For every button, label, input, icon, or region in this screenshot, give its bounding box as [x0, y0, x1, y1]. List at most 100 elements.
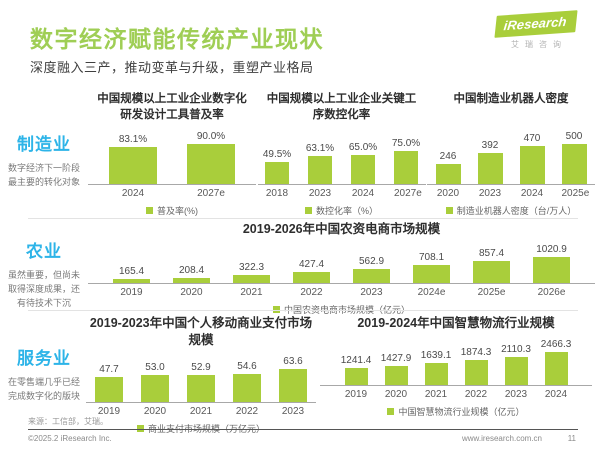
bar-value-label: 63.6 — [283, 355, 303, 367]
bar-value-label: 708.1 — [418, 251, 445, 263]
x-axis-line — [88, 282, 595, 284]
sidebar-section-manufacturing: 制造业 数字经济下一阶段最主要的转化对象 — [4, 130, 84, 190]
bar-column: 63.6 — [279, 356, 307, 402]
bar-column: 49.5% — [263, 149, 291, 184]
chart-title: 2019-2024年中国智慧物流行业规模 — [357, 316, 555, 330]
bar-column: 500 — [561, 131, 587, 184]
bar-columns: 246 392 470 500 — [427, 126, 595, 184]
x-axis-label: 2018 — [265, 188, 289, 199]
bar-column: 65.0% — [349, 142, 377, 184]
bar-value-label: 2466.3 — [540, 338, 572, 350]
x-axis-label: 2025e — [561, 188, 590, 199]
bar — [308, 156, 332, 184]
x-axis-labels: 2019 2020 2021 2022 2023 2024 — [320, 386, 592, 400]
bar-value-label: 392 — [481, 140, 499, 151]
logo-chinese-name: 艾瑞咨询 — [511, 40, 567, 49]
x-axis-line — [257, 184, 426, 185]
bar-columns: 83.1% 90.0% — [88, 126, 256, 184]
bar-column: 322.3 — [233, 262, 270, 283]
chart-agri-ecommerce-market: 2019-2026年中国农资电商市场规模 165.4 208.4 322.3 427.4… — [88, 221, 595, 316]
bar-column: 83.1% — [109, 134, 157, 184]
page-subtitle: 深度融入三产，推动变革与升级，重塑产业格局 — [30, 60, 314, 75]
chart-plot-area: 83.1% 90.0% 2024 2027e — [88, 126, 256, 199]
chart-title: 2019-2023年中国个人移动商业支付市场规模 — [89, 316, 313, 347]
bar-value-label: 500 — [565, 131, 583, 142]
chart-plot-area: 246 392 470 500 2020 2023 2024 2025e — [427, 126, 595, 199]
x-axis-line — [320, 384, 592, 386]
x-axis-label: 2019 — [120, 286, 143, 298]
chart-plot-area: 1241.4 1427.9 1639.1 1874.3 2110.3 2466.3 2019… — [320, 335, 592, 400]
copyright-text: ©2025.2 iResearch Inc. — [28, 434, 112, 443]
chart-plot-area: 49.5% 63.1% 65.0% 75.0% 2018 2023 2024 2027e — [257, 126, 426, 199]
bar-column: 53.0 — [141, 362, 169, 402]
bar — [351, 155, 375, 184]
bar — [95, 376, 123, 402]
bar — [113, 278, 150, 283]
x-axis-label: 2019 — [344, 388, 368, 400]
bar-column: 1241.4 — [341, 355, 371, 385]
bar-column: 1020.9 — [533, 244, 570, 283]
page-title: 数字经济赋能传统产业现状 — [30, 26, 324, 52]
bar — [265, 162, 289, 184]
bar — [384, 365, 408, 385]
bar-column: 427.4 — [293, 259, 330, 283]
row-divider-1 — [28, 218, 578, 219]
legend-swatch-icon — [304, 207, 312, 214]
bar-column: 1874.3 — [461, 347, 491, 385]
legend: 商业支付市场规模（万亿元） — [136, 422, 265, 435]
bar-column: 54.6 — [233, 361, 261, 402]
bar-columns: 49.5% 63.1% 65.0% 75.0% — [258, 126, 426, 184]
x-axis-label: 2027e — [394, 188, 422, 199]
legend-swatch-icon — [272, 305, 280, 313]
bar — [187, 144, 235, 184]
x-axis-label: 2020 — [384, 388, 408, 400]
x-axis-label: 2020 — [143, 405, 167, 417]
x-axis-label: 2024 — [121, 188, 145, 199]
legend-swatch-icon — [136, 424, 144, 432]
x-axis-labels: 2020 2023 2024 2025e — [427, 185, 595, 199]
x-axis-label: 2023 — [478, 188, 502, 199]
x-axis-label: 2021 — [240, 286, 263, 298]
legend: 普及率(%) — [146, 204, 198, 217]
bar-value-label: 246 — [439, 151, 457, 162]
x-axis-labels: 2019 2020 2021 2022 2023 2024e 2025e 2026e — [88, 284, 595, 298]
bar — [519, 146, 545, 184]
website-link[interactable]: www.iresearch.com.cn — [461, 434, 542, 443]
bar-column: 708.1 — [413, 252, 450, 283]
legend-label: 中国农资电商市场规模（亿元） — [283, 304, 410, 315]
bar — [187, 374, 215, 402]
bar-value-label: 322.3 — [238, 261, 265, 273]
bar — [544, 351, 568, 385]
bar-column: 47.7 — [95, 364, 123, 402]
x-axis-labels: 2019 2020 2021 2022 2023 — [86, 403, 316, 417]
legend-label: 中国智慧物流行业规模（亿元） — [398, 406, 525, 417]
bar — [173, 277, 210, 283]
bar — [279, 368, 307, 402]
legend-label: 制造业机器人密度（台/万人） — [456, 206, 577, 216]
bar — [293, 271, 330, 283]
sidebar-desc-manufacturing: 数字经济下一阶段最主要的转化对象 — [8, 163, 81, 187]
bar — [533, 256, 570, 283]
bar — [344, 367, 368, 385]
legend-swatch-icon — [146, 207, 153, 214]
chart-title: 2019-2026年中国农资电商市场规模 — [242, 222, 441, 236]
bar-value-label: 52.9 — [191, 361, 211, 373]
page-number: 11 — [567, 434, 576, 443]
bar — [233, 274, 270, 283]
legend: 数控化率（%） — [304, 204, 378, 217]
x-axis-label: 2023 — [281, 405, 305, 417]
bar-value-label: 165.4 — [118, 265, 145, 277]
x-axis-label: 2024e — [417, 286, 446, 298]
row-divider-2 — [28, 310, 578, 311]
bar-value-label: 208.4 — [178, 264, 205, 276]
legend-label: 普及率(%) — [157, 206, 198, 216]
bar-column: 52.9 — [187, 362, 215, 402]
bar — [394, 151, 418, 184]
chart-title: 中国规模以上工业企业关键工序数控化率 — [266, 93, 417, 121]
x-axis-label: 2019 — [97, 405, 121, 417]
bar-column: 562.9 — [353, 256, 390, 283]
x-axis-label: 2024 — [544, 388, 568, 400]
bar-column: 208.4 — [173, 265, 210, 283]
legend-swatch-icon — [445, 207, 453, 214]
bar-column: 90.0% — [187, 131, 235, 184]
